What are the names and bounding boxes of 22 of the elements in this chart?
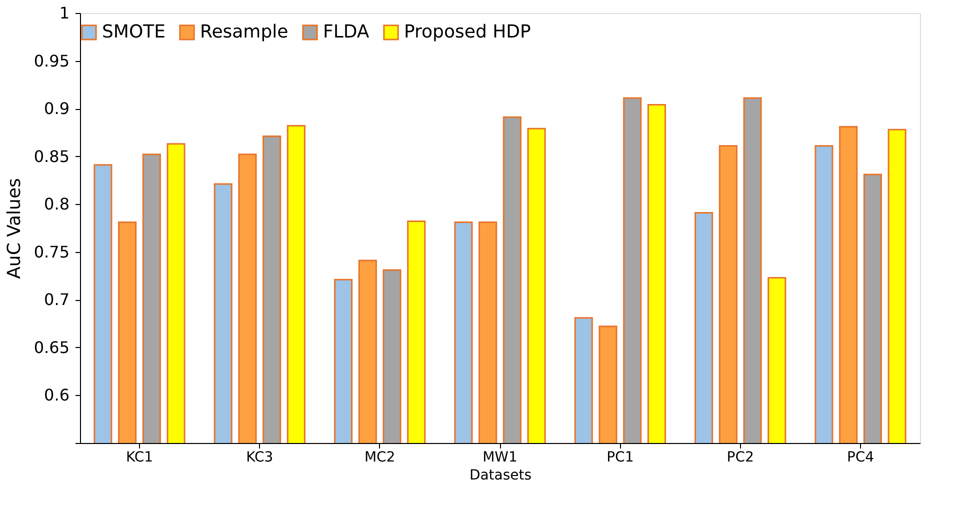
x-tick-label: PC2 (726, 450, 754, 466)
y-tick-label: 0.8 (44, 194, 70, 214)
y-tick-label: 0.85 (34, 146, 70, 166)
legend-label: Proposed HDP (404, 21, 531, 42)
y-tick-label: 0.9 (44, 99, 70, 118)
y-axis-title: AuC Values (4, 178, 25, 279)
x-tick-label: MW1 (482, 450, 518, 466)
x-tick-label: PC4 (846, 450, 874, 466)
x-tick-label: KC1 (126, 450, 154, 466)
x-axis-title: Datasets (469, 468, 532, 484)
x-tick-label: MC2 (364, 450, 396, 466)
legend-label: FLDA (323, 21, 370, 42)
y-tick-label: 0.6 (44, 386, 70, 405)
y-tick-label: 1 (59, 4, 70, 22)
x-tick-label: PC1 (606, 450, 634, 466)
y-tick-label: 0.75 (34, 242, 70, 262)
legend-label: SMOTE (102, 21, 166, 42)
x-tick-label: KC3 (246, 450, 274, 466)
legend-label: Resample (200, 21, 288, 42)
y-tick-label: 0.95 (34, 51, 70, 70)
y-tick-label: 0.65 (34, 338, 70, 357)
y-tick-label: 0.7 (44, 290, 70, 310)
